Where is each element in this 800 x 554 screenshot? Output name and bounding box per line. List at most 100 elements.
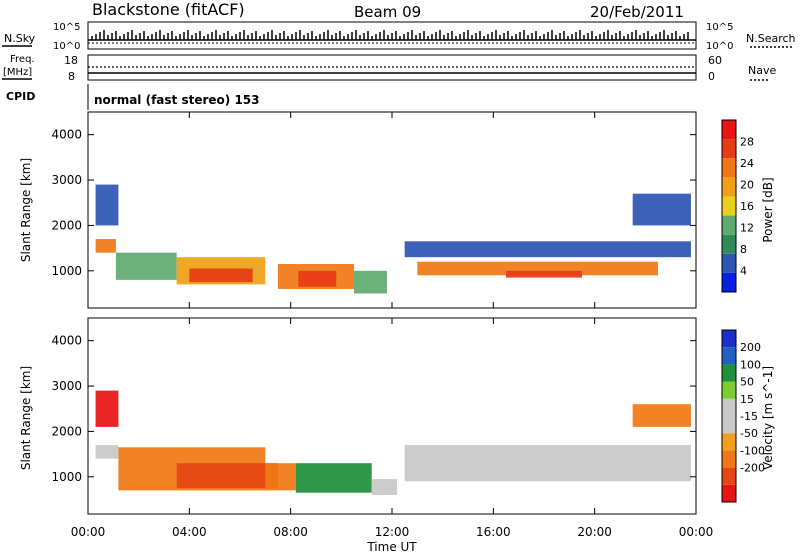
power-colorbar-swatch [722,196,736,216]
y-tick-label: 2000 [51,218,82,232]
heatmap-cell [632,193,691,226]
velocity-colorbar-swatch [722,484,736,502]
heatmap-cell [95,239,116,253]
y-tick-label: 3000 [51,173,82,187]
freq-unit: [MHz] [3,67,32,78]
y-tick-label: 2000 [51,424,82,438]
power-colorbar-tick: 8 [740,243,747,256]
heatmap-cell [404,445,691,482]
power-colorbar-tick: 16 [740,200,754,213]
nsky-panel-frame [87,21,697,50]
velocity-colorbar-swatch [722,364,736,382]
beam-title: Beam 09 [354,3,421,21]
y-tick-label: 4000 [51,334,82,348]
heatmap-cell [95,184,119,226]
power-colorbar-swatch [722,120,736,140]
velocity-colorbar-swatch [722,416,736,434]
x-tick-label: 16:00 [476,525,511,539]
velocity-y-axis: 1000 2000 3000 4000 [51,334,696,484]
power-colorbar-tick: 28 [740,136,754,149]
nsky-tick-bottom: 10^0 [53,41,80,52]
heatmap-cell [354,270,387,294]
x-tick-label: 00:00 [679,525,714,539]
velocity-colorbar-swatch [722,467,736,485]
power-colorbar-frame [721,119,737,293]
x-axis-label: Time UT [366,540,417,554]
nsky-trace [88,30,696,44]
nsky-tick-top: 10^5 [53,22,80,33]
freq-label: Freq. [10,54,35,65]
velocity-heatmap [95,390,691,495]
velocity-colorbar-tick: 100 [740,358,761,371]
nave-tick-bottom: 0 [708,70,715,83]
x-tick-label: 08:00 [273,525,308,539]
power-colorbar-tick: 4 [740,265,747,278]
power-heatmap [95,184,691,294]
x-tick-label: 20:00 [577,525,612,539]
nave-label: Nave [748,64,776,77]
nave-tick-top: 60 [708,54,722,67]
nsearch-tick-top: 10^5 [706,22,733,33]
nsearch-tick-bottom: 10^0 [706,41,733,52]
heatmap-cell [404,241,691,258]
freq-tick-top: 18 [64,54,78,67]
power-colorbar-label: Power [dB] [761,177,775,242]
power-colorbar-tick: 20 [740,179,754,192]
heatmap-cell [506,270,582,278]
heatmap-cell [417,261,658,276]
y-tick-label: 1000 [51,264,82,278]
velocity-colorbar-tick: -100 [740,444,765,457]
power-colorbar-tick: 12 [740,222,754,235]
velocity-colorbar-tick: -50 [740,427,758,440]
x-tick-label: 00:00 [71,525,106,539]
time-axis: 00:00 04:00 08:00 12:00 16:00 20:00 00:00 [71,112,714,539]
power-colorbar-swatch [722,177,736,197]
cpid-label: CPID [6,90,35,103]
power-colorbar-swatch [722,139,736,159]
power-colorbar: 4 8 12 16 20 24 28 [721,119,754,293]
power-colorbar-swatch [722,234,736,254]
freq-tick-bottom: 8 [68,70,75,83]
heatmap-cell [295,463,372,493]
heatmap-cell [298,270,337,287]
heatmap-cell [176,463,278,489]
velocity-colorbar-swatch [722,450,736,468]
power-colorbar-swatch [722,272,736,292]
power-colorbar-swatch [722,253,736,273]
x-tick-label: 04:00 [172,525,207,539]
heatmap-cell [95,445,119,459]
y-tick-label: 3000 [51,379,82,393]
y-tick-label: 4000 [51,128,82,142]
velocity-colorbar-tick: 15 [740,393,754,406]
velocity-colorbar-label: Velocity [m s^-1] [761,366,775,470]
power-colorbar-swatch [722,215,736,235]
heatmap-cell [632,404,691,427]
velocity-colorbar-frame [721,329,737,503]
power-y-axis-label: Slant Range [km] [19,158,33,262]
velocity-colorbar-swatch [722,433,736,451]
x-tick-label: 12:00 [375,525,410,539]
heatmap-cell [115,252,177,280]
cpid-text: normal (fast stereo) 153 [94,93,260,107]
velocity-colorbar: 200 100 50 15 -15 -50 -100 -200 [721,329,765,503]
velocity-colorbar-tick: 200 [740,341,761,354]
velocity-colorbar-tick: -15 [740,410,758,423]
velocity-colorbar-tick: -200 [740,462,765,475]
power-colorbar-tick: 24 [740,157,754,170]
heatmap-cell [265,463,296,491]
power-y-axis: 1000 2000 3000 4000 [51,128,696,278]
velocity-colorbar-swatch [722,381,736,399]
y-tick-label: 1000 [51,470,82,484]
nsearch-label: N.Search [746,32,796,45]
date-title: 20/Feb/2011 [590,3,684,21]
velocity-colorbar-swatch [722,330,736,348]
velocity-y-axis-label: Slant Range [km] [19,366,33,470]
velocity-colorbar-tick: 50 [740,376,754,389]
velocity-colorbar-swatch [722,398,736,416]
velocity-colorbar-swatch [722,347,736,365]
power-colorbar-swatch [722,158,736,178]
heatmap-cell [371,479,398,495]
station-title: Blackstone (fitACF) [92,0,245,19]
